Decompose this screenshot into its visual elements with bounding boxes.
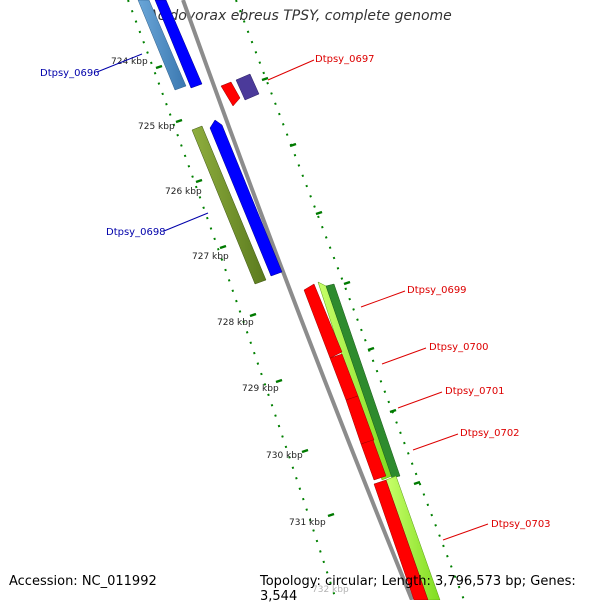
tick-label: 725 kbp: [138, 122, 175, 132]
gene-label-dtpsy-0700[interactable]: Dtpsy_0700: [429, 342, 489, 353]
gene-feature[interactable]: [137, 0, 187, 91]
tick-label: 727 kbp: [192, 252, 229, 262]
tick-marks: [155, 64, 421, 518]
gene-feature[interactable]: [220, 81, 241, 107]
gene-labels: Dtpsy_0696 Dtpsy_0697 Dtpsy_0698 Dtpsy_0…: [40, 54, 551, 530]
tick-label: 731 kbp: [289, 518, 326, 528]
gene-feature[interactable]: [360, 439, 387, 481]
tick-label: 724 kbp: [111, 57, 148, 67]
gene-label-dtpsy-0698[interactable]: Dtpsy_0698: [106, 227, 166, 238]
tick-label: 732 kbp: [312, 585, 349, 595]
gene-feature[interactable]: [345, 395, 375, 445]
gene-label-dtpsy-0697[interactable]: Dtpsy_0697: [315, 54, 375, 65]
gene-label-dtpsy-0703[interactable]: Dtpsy_0703: [491, 519, 551, 530]
gene-label-dtpsy-0702[interactable]: Dtpsy_0702: [460, 428, 520, 439]
gene-feature[interactable]: [303, 283, 343, 359]
map-title: Acidovorax ebreus TPSY, complete genome: [148, 8, 452, 24]
gene-feature[interactable]: [373, 479, 429, 600]
gene-feature[interactable]: [191, 125, 267, 285]
gene-label-dtpsy-0699[interactable]: Dtpsy_0699: [407, 285, 467, 296]
forward-features: [137, 0, 283, 285]
gene-feature[interactable]: [209, 119, 283, 277]
gene-feature[interactable]: [325, 283, 401, 479]
outer-scale-ring: [235, 0, 465, 600]
gene-label-dtpsy-0696[interactable]: Dtpsy_0696: [40, 68, 100, 79]
gene-feature[interactable]: [235, 73, 260, 101]
label-leaders: [96, 53, 489, 541]
reverse-features: [220, 73, 441, 600]
tick-label: 729 kbp: [242, 384, 279, 394]
tick-label: 728 kbp: [217, 318, 254, 328]
tick-labels: 724 kbp 725 kbp 726 kbp 727 kbp 728 kbp …: [111, 57, 349, 595]
genome-backbone: [181, 0, 414, 600]
tick-label: 726 kbp: [165, 187, 202, 197]
gene-feature[interactable]: [154, 0, 203, 89]
gene-label-dtpsy-0701[interactable]: Dtpsy_0701: [445, 386, 505, 397]
accession-text: Accession: NC_011992: [9, 574, 157, 589]
tick-label: 730 kbp: [266, 451, 303, 461]
